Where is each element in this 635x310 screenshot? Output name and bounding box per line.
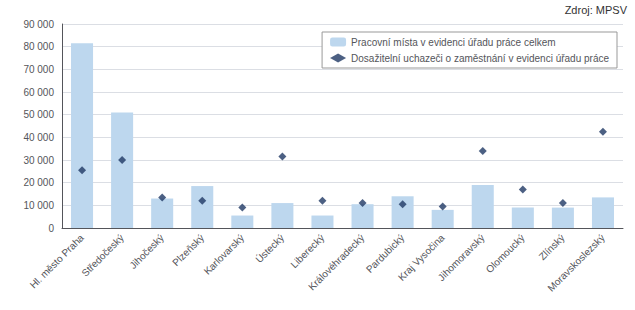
svg-text:Pardubický: Pardubický	[364, 232, 407, 275]
svg-text:40 000: 40 000	[23, 132, 54, 143]
svg-text:Středočeský: Středočeský	[79, 232, 126, 279]
svg-text:Ústecký: Ústecký	[253, 231, 287, 265]
svg-text:Zdroj: MPSV: Zdroj: MPSV	[565, 4, 628, 16]
svg-text:Pracovní místa v evidenci úřad: Pracovní místa v evidenci úřadu práce ce…	[351, 37, 556, 48]
svg-text:Hl. město Praha: Hl. město Praha	[28, 232, 87, 291]
svg-text:70 000: 70 000	[23, 64, 54, 75]
svg-text:60 000: 60 000	[23, 87, 54, 98]
svg-text:10 000: 10 000	[23, 200, 54, 211]
svg-text:Karlovarský: Karlovarský	[202, 232, 247, 277]
svg-text:30 000: 30 000	[23, 155, 54, 166]
svg-text:90 000: 90 000	[23, 19, 54, 30]
svg-text:0: 0	[48, 223, 54, 234]
svg-text:80 000: 80 000	[23, 41, 54, 52]
svg-text:Moravskoslezský: Moravskoslezský	[545, 232, 607, 294]
svg-text:Plzeňský: Plzeňský	[170, 232, 206, 268]
svg-text:Liberecký: Liberecký	[288, 232, 326, 270]
svg-text:Kraj Vysočina: Kraj Vysočina	[395, 232, 447, 283]
svg-text:Královéhradecký: Královéhradecký	[306, 232, 366, 292]
svg-text:Olomoucký: Olomoucký	[484, 232, 527, 275]
svg-text:20 000: 20 000	[23, 177, 54, 188]
svg-text:50 000: 50 000	[23, 109, 54, 120]
svg-text:Jihomoravský: Jihomoravský	[436, 232, 487, 283]
svg-text:Dosažitelní uchazeči o zaměstn: Dosažitelní uchazeči o zaměstnání v evid…	[351, 53, 609, 64]
svg-text:Zlínský: Zlínský	[537, 232, 567, 262]
svg-text:Jihočeský: Jihočeský	[127, 232, 166, 271]
